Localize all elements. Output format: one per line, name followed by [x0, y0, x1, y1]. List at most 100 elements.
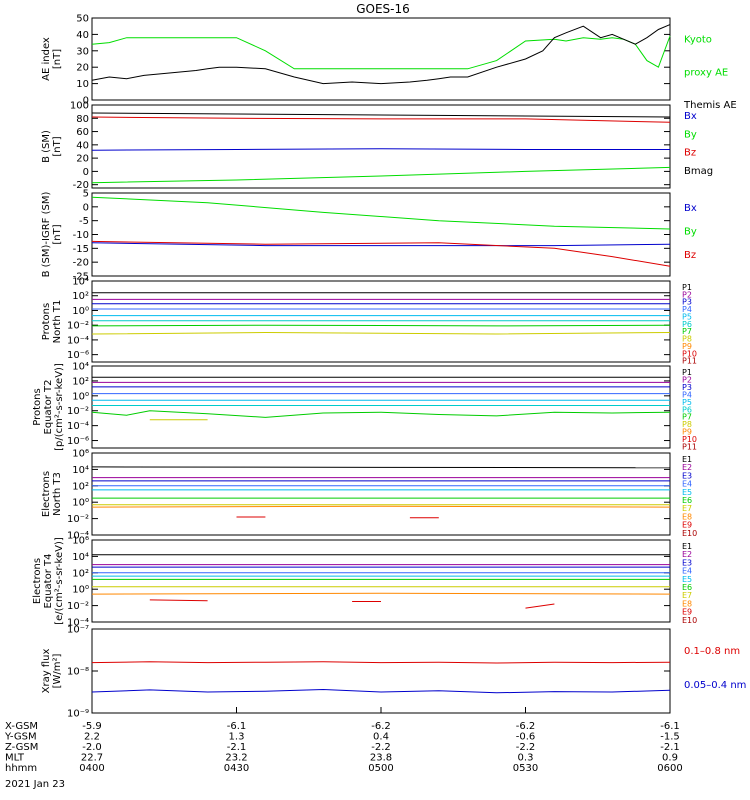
legend-entry: Bz [684, 148, 696, 159]
panel-frame [91, 192, 671, 277]
legend-entry: Bx [684, 111, 697, 122]
x-tick-label: 1.3 [229, 732, 245, 743]
legend-entry: E1 [682, 542, 692, 551]
legend-entry: E5 [682, 575, 692, 584]
x-tick-label: 0.3 [518, 753, 534, 764]
x-tick-label: -2.0 [82, 742, 102, 753]
panel-frame [91, 17, 671, 101]
y-tick-label: 10⁴ [72, 277, 89, 288]
x-tick-label: 0400 [79, 763, 104, 774]
legend-entry: P8 [682, 335, 692, 344]
series-line [91, 148, 670, 151]
series-line [91, 661, 671, 664]
y-axis-label: North T1 [52, 300, 63, 344]
series-line [91, 505, 671, 508]
panel-frame [91, 280, 671, 363]
y-axis-label: North T3 [52, 472, 63, 516]
series-line [91, 466, 671, 469]
panel-pt2: 10⁴ 10² 10⁰ 10⁻² 10⁻⁴ 10⁻⁶ Protons Equator T2 [p… [32, 362, 697, 452]
y-tick-label: 10⁶ [72, 536, 89, 547]
x-tick-label: 23.8 [370, 753, 392, 764]
legend-entry: Kyoto [684, 35, 712, 46]
y-tick-label: 10² [72, 481, 89, 492]
legend-entry: E4 [682, 567, 692, 576]
x-tick-label: 0530 [513, 763, 538, 774]
y-axis-label: Protons [32, 388, 43, 425]
series-line [91, 35, 671, 70]
legend-entry: P1 [682, 368, 692, 377]
legend-entry: Bmag [684, 166, 713, 177]
legend-entry: P5 [682, 398, 692, 407]
y-tick-label: 10⁻² [67, 601, 89, 612]
x-tick-label: -2.2 [371, 742, 391, 753]
date-label: 2021 Jan 23 [5, 779, 65, 790]
legend-entry: P2 [682, 290, 692, 299]
legend-entry: 0.1–0.8 nm [684, 646, 740, 657]
y-tick-label: 5 [83, 189, 89, 200]
panel-bigrf: -25 -20 -15 -10 -5 0 5 B (SM)-IGRF (SM) [nT] Bx By… [41, 189, 697, 283]
legend-entry: E3 [682, 471, 692, 480]
y-tick-label: -5 [79, 216, 89, 227]
panel-frame [91, 104, 671, 189]
legend-entry: E6 [682, 496, 692, 505]
x-tick-label: -6.1 [227, 721, 247, 732]
legend-entry: E8 [682, 599, 692, 608]
y-tick-label: 40 [76, 140, 89, 151]
legend-entry: Themis AE [683, 100, 737, 111]
y-tick-label: 10⁻⁴ [67, 421, 89, 432]
x-tick-label: 0.9 [662, 753, 678, 764]
y-tick-label: -20 [73, 180, 89, 191]
panel-frame [91, 365, 671, 449]
y-tick-label: 10⁻⁴ [67, 531, 89, 542]
x-tick-label: -6.2 [371, 721, 391, 732]
series-line [91, 196, 671, 230]
y-axis-label: [nT] [52, 224, 63, 244]
y-tick-label: -15 [73, 244, 89, 255]
y-tick-label: 10⁴ [72, 362, 89, 373]
x-axis-table: X-GSM -5.9 -6.1 -6.2 -6.2 -6.1Y-GSM 2.2 1.3 0.4-… [4, 707, 683, 774]
legend-entry: P11 [682, 357, 697, 366]
legend-entry: Bx [684, 203, 697, 214]
legend-entry: E10 [682, 616, 697, 625]
panel-et4: 10⁶ 10⁴ 10² 10⁰ 10⁻² 10⁻⁴ Electrons Equator T4[… [32, 536, 697, 629]
legend-entry: P7 [682, 413, 692, 422]
series-line [91, 112, 671, 118]
legend-entry: E10 [682, 529, 697, 538]
y-tick-label: 60 [76, 127, 89, 138]
series-line [91, 410, 671, 418]
legend-entry: By [684, 129, 697, 140]
y-tick-label: 10⁰ [72, 498, 89, 509]
y-tick-label: 10² [72, 291, 89, 302]
y-tick-label: 10⁻⁶ [67, 350, 89, 361]
y-tick-label: 10⁻⁶ [67, 436, 89, 447]
y-tick-label: 100 [70, 101, 89, 112]
y-axis-label: AE index [41, 37, 52, 81]
legend-entry: P3 [682, 383, 692, 392]
y-tick-label: 10⁻⁹ [67, 709, 89, 720]
panel-bsm: -20 0 20 40 60 80 100 B (SM) [nT] Bx By Bz Bmag [41, 101, 713, 192]
x-tick-label: -2.1 [660, 742, 680, 753]
x-row-label: MLT [5, 753, 25, 764]
y-tick-label: 10⁻² [67, 514, 89, 525]
panel-frame [91, 628, 671, 714]
y-axis-label: [nT] [52, 49, 63, 69]
y-tick-label: 50 [76, 14, 89, 25]
legend-entry: P5 [682, 312, 692, 321]
x-tick-label: -1.5 [660, 732, 680, 743]
y-axis-label: Equator T2 [43, 380, 54, 435]
panel-xray: 10⁻⁷ 10⁻⁸ 10⁻⁹ Xray flux [W/m²] 0.1–0.8 nm 0.0… [41, 625, 746, 720]
y-axis-label: [W/m²] [52, 653, 63, 688]
legend-entry: E8 [682, 512, 692, 521]
x-tick-label: -6.2 [516, 721, 536, 732]
y-axis-label: Electrons [32, 558, 43, 604]
y-tick-label: 10⁻⁴ [67, 335, 89, 346]
legend-entry: P10 [682, 435, 697, 444]
legend-entry: P11 [682, 443, 697, 452]
legend-entry: P6 [682, 405, 692, 414]
y-tick-label: 0 [83, 96, 89, 107]
y-tick-label: 10⁴ [72, 552, 89, 563]
y-axis-label: [nT] [52, 136, 63, 156]
legend-entry: E1 [682, 455, 692, 464]
y-axis-label: [e/(cm²-s-sr-keV)] [54, 537, 65, 625]
legend-entry: P3 [682, 298, 692, 307]
